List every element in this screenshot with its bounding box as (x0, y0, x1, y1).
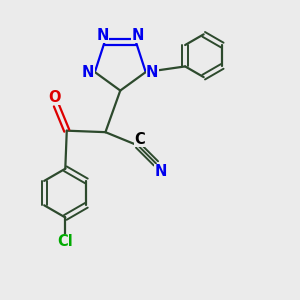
Text: O: O (49, 90, 61, 105)
Text: Cl: Cl (57, 234, 73, 249)
Text: N: N (146, 64, 158, 80)
Text: N: N (154, 164, 167, 179)
Text: N: N (82, 64, 94, 80)
Text: N: N (131, 28, 144, 43)
Text: C: C (134, 131, 145, 146)
Text: N: N (97, 28, 109, 43)
